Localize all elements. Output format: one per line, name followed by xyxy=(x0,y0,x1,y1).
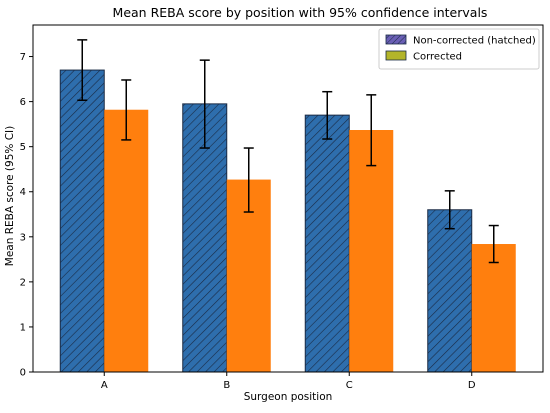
y-tick-label-5: 5 xyxy=(20,142,26,153)
y-tick-label-1: 1 xyxy=(20,322,26,333)
y-tick-label-7: 7 xyxy=(20,52,26,63)
x-axis-label: Surgeon position xyxy=(244,391,333,403)
bar-noncorrected-c xyxy=(304,114,350,373)
bar-noncorrected-a xyxy=(59,69,105,373)
legend-label-corrected: Corrected xyxy=(413,52,462,63)
x-tick-label-d: D xyxy=(468,380,476,391)
bar-corrected-a xyxy=(104,109,149,372)
legend-label-noncorrected: Non-corrected (hatched) xyxy=(413,36,536,47)
bar-corrected-c xyxy=(349,130,394,372)
x-tick-label-c: C xyxy=(346,380,353,391)
axes-frame xyxy=(32,24,544,373)
bar-corrected-d xyxy=(471,244,516,372)
y-tick-label-3: 3 xyxy=(20,232,26,243)
bar-noncorrected-d xyxy=(427,209,473,373)
legend: Non-corrected (hatched) Corrected xyxy=(378,28,540,70)
y-tick-label-4: 4 xyxy=(20,187,26,198)
legend-box xyxy=(378,28,540,70)
y-tick-label-6: 6 xyxy=(20,97,26,108)
y-tick-label-0: 0 xyxy=(20,368,26,379)
y-tick-label-2: 2 xyxy=(20,277,26,288)
plot-area: 0 1 2 3 4 5 6 7 A B C D xyxy=(20,24,544,391)
y-axis-label: Mean REBA score (95% CI) xyxy=(4,126,16,266)
x-tick-label-a: A xyxy=(101,380,108,391)
legend-swatch-corrected xyxy=(385,50,407,61)
legend-swatch-noncorrected xyxy=(385,34,407,45)
chart-title: Mean REBA score by position with 95% con… xyxy=(113,5,488,20)
x-tick-label-b: B xyxy=(223,380,230,391)
